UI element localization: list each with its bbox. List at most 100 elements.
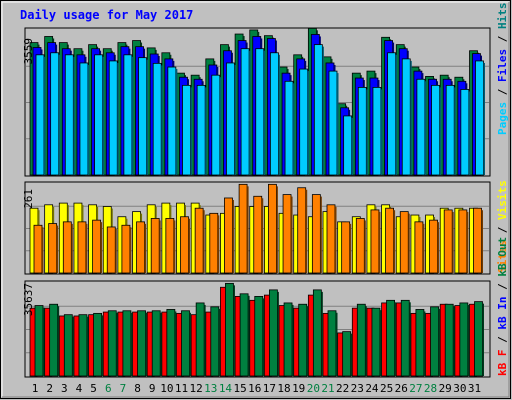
bar-kb-out-day-18 <box>283 302 293 377</box>
bar-sites-day-27 <box>414 221 424 274</box>
bar-shadow <box>322 46 324 176</box>
bar-kb-out-day-9 <box>151 310 161 377</box>
bar-shadow <box>277 291 279 376</box>
bar-shadow <box>263 50 266 175</box>
bar-kb-out-day-22 <box>342 331 352 377</box>
x-tick-label: 7 <box>120 382 127 395</box>
bar-shadow <box>293 83 295 175</box>
bar-sites-day-7 <box>121 224 131 274</box>
legend-entry: Files <box>496 49 509 82</box>
bar-pages-day-21 <box>328 70 338 176</box>
bar-pages-day-12 <box>196 84 206 176</box>
bar-pages-day-29 <box>445 84 455 176</box>
legend-entry: / <box>496 330 509 350</box>
bar-pages-day-26 <box>401 58 411 176</box>
bar-shadow <box>378 211 381 273</box>
bar-kb-out-day-28 <box>430 306 439 377</box>
bar-kb-out-day-15 <box>239 293 249 377</box>
bar-shadow <box>291 196 293 273</box>
legend-entry: Hits <box>496 3 509 30</box>
bar-sites-day-18 <box>282 194 292 274</box>
bar-shadow <box>204 304 206 376</box>
bar-pages-day-2 <box>50 52 60 176</box>
panel-hits-ymax-label: 3559 <box>22 38 35 65</box>
bar-shadow <box>481 210 483 273</box>
bar-shadow <box>130 312 133 376</box>
bar-sites-day-5 <box>92 219 101 274</box>
x-tick-label: 19 <box>292 382 305 395</box>
bar-sites-day-28 <box>429 219 438 274</box>
bar-shadow <box>175 69 178 175</box>
bar-shadow <box>247 186 249 273</box>
x-tick-label: 24 <box>365 382 379 395</box>
bar-pages-day-31 <box>475 60 484 176</box>
bar-kb-out-day-4 <box>78 314 88 377</box>
bar-shadow <box>379 310 382 376</box>
x-axis-day-labels: 1 2 3 4 5 6 7 8 9 10 11 12 13 14 15 16 17 18 19 20 21 22 23 24 2… <box>32 382 481 395</box>
bar-shadow <box>409 302 411 376</box>
x-tick-label: 21 <box>321 382 334 395</box>
bar-kb-out-day-2 <box>49 303 59 377</box>
bar-shadow <box>218 308 221 376</box>
bar-shadow <box>129 227 132 273</box>
bar-shadow <box>395 54 398 175</box>
bar-kb-out-day-14 <box>225 282 234 377</box>
x-tick-label: 4 <box>76 382 83 395</box>
bar-shadow <box>349 223 352 273</box>
bar-pages-day-10 <box>167 66 177 176</box>
bar-kb-out-day-24 <box>371 307 381 377</box>
bar-shadow <box>160 312 162 376</box>
bar-sites-day-21 <box>326 204 336 274</box>
bar-shadow <box>307 71 310 175</box>
bar-shadow <box>205 87 207 175</box>
bar-pages-day-19 <box>299 68 309 176</box>
bar-kb-out-day-3 <box>63 314 73 377</box>
bar-shadow <box>249 50 251 175</box>
x-tick-label: 20 <box>307 382 320 395</box>
legend-entry: kB In <box>496 297 509 330</box>
bar-shadow <box>336 312 338 376</box>
bar-shadow <box>278 54 280 175</box>
bar-pages-day-1 <box>35 54 45 176</box>
bar-shadow <box>44 56 46 175</box>
bar-kb-out-day-19 <box>298 303 308 377</box>
bar-kb-out-day-12 <box>195 302 205 377</box>
bar-sites-day-22 <box>341 221 351 274</box>
bar-pages-day-11 <box>182 84 191 176</box>
legend-entry: kB F <box>496 350 509 377</box>
bar-pages-day-25 <box>387 52 397 176</box>
bar-shadow <box>438 308 441 376</box>
bar-kb-out-day-11 <box>181 310 190 377</box>
bar-kb-out-day-26 <box>400 299 410 377</box>
x-tick-label: 14 <box>219 382 233 395</box>
bar-kb-out-day-23 <box>356 303 366 377</box>
bar-sites-day-13 <box>209 212 219 274</box>
bar-shadow <box>292 304 294 376</box>
bar-shadow <box>57 306 60 376</box>
bar-pages-day-24 <box>372 87 382 176</box>
bar-pages-day-6 <box>108 60 118 176</box>
bar-kb-out-day-13 <box>210 306 220 377</box>
bar-shadow <box>248 295 250 376</box>
x-tick-label: 31 <box>468 382 481 395</box>
bar-shadow <box>234 64 236 175</box>
bar-sites-day-31 <box>473 207 482 274</box>
x-tick-label: 29 <box>439 382 452 395</box>
bar-sites-day-25 <box>385 207 395 274</box>
bar-kb-out-day-27 <box>415 309 425 377</box>
bar-shadow <box>305 189 308 273</box>
panel-hits-legend: Pages / Files / Hits <box>496 3 509 136</box>
bar-shadow <box>86 316 89 376</box>
x-tick-label: 18 <box>277 382 290 395</box>
bar-pages-day-23 <box>357 87 367 176</box>
bar-shadow <box>217 215 220 273</box>
bar-pages-day-7 <box>123 54 133 176</box>
bar-shadow <box>101 315 104 376</box>
bar-sites-day-15 <box>238 183 248 274</box>
bar-sites-day-24 <box>370 209 380 274</box>
bar-shadow <box>188 218 190 273</box>
bar-shadow <box>364 220 366 273</box>
x-tick-label: 30 <box>453 382 466 395</box>
